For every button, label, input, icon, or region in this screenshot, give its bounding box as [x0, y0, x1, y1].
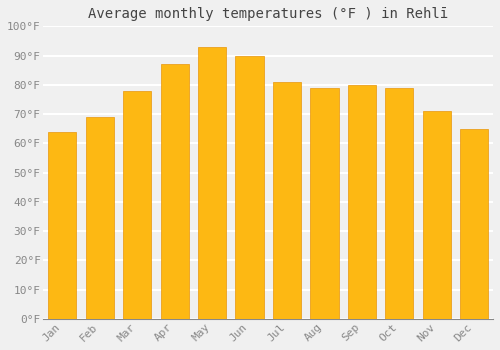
Bar — [160, 64, 188, 319]
Bar — [273, 82, 301, 319]
Bar — [123, 91, 151, 319]
Bar — [423, 111, 451, 319]
Bar — [386, 88, 413, 319]
Bar — [236, 56, 264, 319]
Bar — [86, 117, 114, 319]
Bar — [198, 47, 226, 319]
Bar — [460, 129, 488, 319]
Bar — [48, 132, 76, 319]
Bar — [348, 85, 376, 319]
Bar — [310, 88, 338, 319]
Title: Average monthly temperatures (°F ) in Rehlī: Average monthly temperatures (°F ) in Re… — [88, 7, 449, 21]
